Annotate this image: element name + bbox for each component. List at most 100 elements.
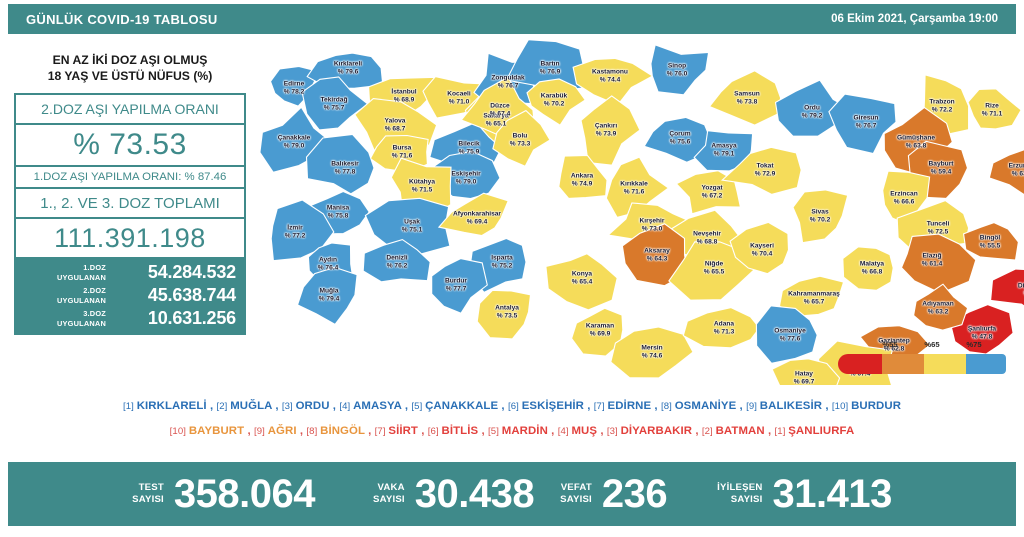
stat-label-line-2: SAYISI [560, 494, 592, 505]
highest-vaccination-cities-list: [1] KIRKLARELİ , [2] MUĞLA , [3] ORDU , … [0, 400, 1024, 412]
second-dose-rate-value: % 73.53 [16, 125, 244, 167]
city-separator: , [498, 400, 508, 412]
panel-heading-line-2: 18 YAŞ VE ÜSTÜ NÜFUS (%) [47, 69, 213, 83]
map-province-ni-de[interactable] [668, 241, 757, 301]
city-name: EDİRNE [607, 400, 652, 412]
city-name: ESKİŞEHİR [521, 400, 584, 412]
map-province-sivas[interactable] [792, 189, 849, 244]
map-province-bing-l[interactable] [962, 222, 1019, 261]
dose-label-line-1: 2.DOZ [83, 286, 106, 295]
total-doses-label: 1., 2. VE 3. DOZ TOPLAMI [16, 189, 244, 219]
report-timestamp: 06 Ekim 2021, Çarşamba 19:00 [831, 13, 998, 25]
map-province-kayseri[interactable] [729, 221, 790, 275]
stat-test-count: TEST SAYISI 358.064 [132, 472, 315, 517]
map-province-diyarbak-r[interactable] [990, 268, 1024, 319]
map-province-giresun[interactable] [828, 93, 897, 155]
stat-label: TEST SAYISI [132, 482, 164, 506]
city-separator: , [597, 425, 607, 437]
map-province--anl-urfa[interactable] [949, 304, 1014, 355]
city-rank: [7] [593, 401, 608, 412]
city-name: OSMANİYE [674, 400, 737, 412]
dose-value: 54.284.532 [147, 262, 236, 282]
map-province-mu-la[interactable] [296, 266, 358, 326]
map-province-i-zmir[interactable] [270, 199, 335, 262]
city-name: DİYARBAKIR [620, 425, 693, 437]
city-separator: , [206, 400, 217, 412]
stat-label-line-1: İYİLEŞEN [717, 482, 763, 493]
map-province-sinop[interactable] [650, 44, 710, 96]
city-name: MUĞLA [230, 400, 273, 412]
dose-label-line-2: UYGULANAN [56, 272, 106, 282]
map-province-bolu[interactable] [492, 109, 551, 167]
city-name: MARDİN [501, 425, 548, 437]
map-province-mersin[interactable] [610, 326, 694, 379]
daily-stats-bar: TEST SAYISI 358.064 VAKA SAYISI 30.438 V… [8, 462, 1016, 526]
city-separator: , [547, 425, 558, 437]
stat-label: VAKA SAYISI [373, 482, 405, 506]
stat-label: İYİLEŞEN SAYISI [717, 482, 762, 506]
city-separator: , [244, 425, 254, 437]
city-separator: , [764, 425, 775, 437]
map-province-ankara[interactable] [558, 154, 608, 199]
legend-segment-2 [924, 354, 966, 374]
map-province-elaz--[interactable] [900, 233, 977, 294]
map-province-kahramanmara-[interactable] [778, 275, 845, 317]
map-province-adana[interactable] [682, 307, 761, 349]
stat-value: 30.438 [414, 471, 535, 516]
city-name: AMASYA [353, 400, 402, 412]
map-province-u-ak[interactable] [364, 197, 451, 255]
city-name: ORDU [295, 400, 330, 412]
map-province-tokat[interactable] [720, 146, 802, 195]
city-name: BİTLİS [441, 425, 479, 437]
city-name: ŞANLIURFA [788, 425, 855, 437]
city-rank: [5] [488, 426, 502, 437]
city-rank: [2] [216, 401, 231, 412]
city-name: KIRKLARELİ [136, 400, 207, 412]
map-province-kastamonu[interactable] [572, 57, 654, 106]
map-province-tekirda-[interactable] [301, 76, 369, 131]
map-province-burdur[interactable] [431, 258, 488, 314]
city-name: BURDUR [851, 400, 902, 412]
dose-row: 2.DOZ UYGULANAN 45.638.744 [16, 284, 244, 307]
city-rank: [10] [831, 401, 852, 412]
map-province-afyonkarahisar[interactable] [437, 192, 509, 237]
map-province--ank-r-[interactable] [580, 95, 641, 166]
city-rank: [8] [306, 426, 321, 437]
map-province-samsun[interactable] [708, 70, 782, 126]
stat-label-line-2: SAYISI [730, 494, 763, 505]
dose-label-line-1: 3.DOZ [83, 309, 106, 318]
map-province-hatay[interactable] [771, 358, 841, 385]
city-rank: [2] [701, 426, 716, 437]
map-province-rize[interactable] [967, 88, 1022, 130]
city-rank: [3] [606, 426, 621, 437]
stat-value: 358.064 [173, 471, 316, 516]
stat-recovered-count: İYİLEŞEN SAYISI 31.413 [717, 472, 892, 517]
map-province-yozgat[interactable] [675, 170, 742, 215]
stat-label-line-1: VEFAT [560, 482, 592, 493]
map-province-malatya[interactable] [842, 246, 894, 291]
map-legend: %55 %65 %75 [838, 340, 1006, 376]
map-province-denizli[interactable] [362, 238, 431, 283]
map-province-osmaniye[interactable] [755, 305, 818, 364]
city-rank: [6] [507, 401, 522, 412]
city-separator: , [296, 425, 307, 437]
panel-heading: EN AZ İKİ DOZ AŞI OLMUŞ 18 YAŞ VE ÜSTÜ N… [14, 52, 246, 84]
map-province-ad-yaman[interactable] [913, 283, 969, 331]
city-separator: , [272, 400, 282, 412]
map-province-konya[interactable] [545, 253, 618, 311]
city-name: BATMAN [715, 425, 765, 437]
map-svg [259, 40, 1024, 385]
stat-case-count: VAKA SAYISI 30.438 [373, 471, 535, 517]
map-province-bal-kesir[interactable] [305, 133, 375, 195]
city-rank: [10] [169, 426, 189, 437]
map-province-antalya[interactable] [476, 289, 532, 340]
map-province-karaman[interactable] [570, 307, 624, 357]
stat-label-line-2: SAYISI [373, 494, 405, 505]
stat-label-line-2: SAYISI [132, 494, 164, 505]
legend-tick: %65 [924, 340, 940, 349]
map-province-erzurum[interactable] [988, 149, 1024, 199]
dose-label: 3.DOZ UYGULANAN [22, 309, 106, 328]
map-province-karab-k[interactable] [526, 78, 587, 126]
dose-label-line-2: UYGULANAN [56, 318, 106, 328]
city-name: ÇANAKKALE [425, 400, 499, 412]
